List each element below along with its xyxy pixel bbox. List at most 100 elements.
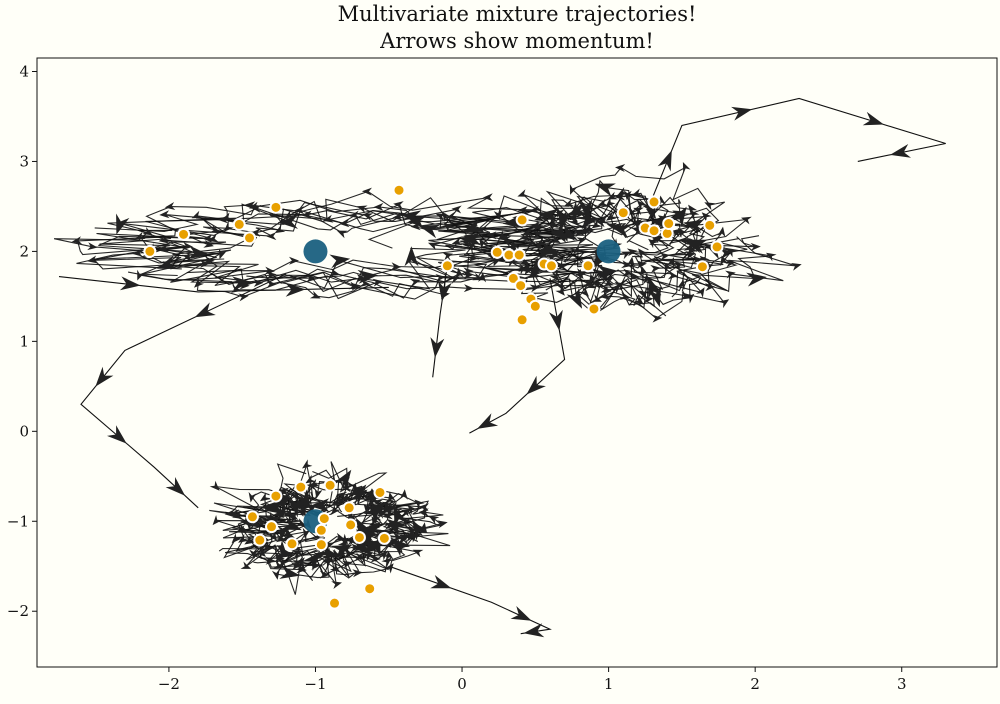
momentum-arrow xyxy=(273,560,284,569)
momentum-arrow xyxy=(681,291,692,300)
momentum-arrow xyxy=(407,505,418,515)
momentum-arrow xyxy=(493,255,502,267)
momentum-arrow xyxy=(682,162,691,173)
momentum-arrow xyxy=(277,559,288,568)
x-axis: −2 −1 0 1 2 3 xyxy=(158,667,907,693)
momentum-arrow xyxy=(202,234,213,243)
momentum-arrow xyxy=(430,575,452,589)
momentum-arrow xyxy=(295,518,307,527)
momentum-arrow xyxy=(362,213,374,221)
momentum-arrow xyxy=(646,205,656,216)
momentum-arrow xyxy=(322,214,334,223)
sample-point xyxy=(710,240,724,254)
momentum-arrow xyxy=(248,491,257,503)
momentum-arrow xyxy=(435,274,446,282)
momentum-arrow xyxy=(442,252,453,261)
momentum-arrow xyxy=(628,206,636,218)
sample-point xyxy=(587,302,601,316)
momentum-arrow xyxy=(477,413,499,429)
momentum-arrow xyxy=(623,190,632,201)
momentum-arrow xyxy=(271,569,280,580)
momentum-arrow xyxy=(526,375,546,395)
momentum-arrow xyxy=(116,213,130,235)
momentum-arrow xyxy=(461,231,482,246)
momentum-arrow xyxy=(725,270,736,279)
momentum-arrow xyxy=(718,299,730,309)
momentum-arrow xyxy=(373,513,382,524)
momentum-arrow xyxy=(284,508,295,516)
sample-point xyxy=(703,218,717,232)
momentum-arrow xyxy=(373,202,384,211)
momentum-arrow xyxy=(566,287,583,309)
sample-point xyxy=(514,279,528,293)
momentum-arrow xyxy=(361,521,382,540)
sample-point xyxy=(143,244,157,258)
momentum-arrow xyxy=(517,206,528,215)
sample-point xyxy=(512,248,526,262)
momentum-arrow xyxy=(671,229,682,238)
momentum-arrow xyxy=(717,226,726,238)
momentum-arrow xyxy=(412,549,424,558)
momentum-arrow xyxy=(750,242,761,251)
trajectory-path xyxy=(58,276,389,293)
momentum-arrow xyxy=(862,111,884,126)
trajectory-path xyxy=(151,208,510,287)
sample-point xyxy=(269,200,283,214)
momentum-arrow xyxy=(614,281,625,290)
momentum-arrow xyxy=(309,290,321,299)
momentum-arrow xyxy=(610,224,632,239)
momentum-arrow xyxy=(260,500,281,515)
momentum-arrow xyxy=(165,477,186,496)
momentum-arrow xyxy=(249,548,257,559)
momentum-arrow xyxy=(251,519,262,528)
momentum-arrow xyxy=(356,205,368,214)
momentum-arrow xyxy=(282,495,290,507)
x-tick-label: −2 xyxy=(158,675,180,693)
momentum-arrow xyxy=(648,208,657,220)
momentum-arrow xyxy=(617,187,628,196)
sample-point xyxy=(265,520,279,534)
plot-frame xyxy=(36,57,998,668)
momentum-arrow xyxy=(409,278,421,287)
momentum-arrow xyxy=(392,212,403,221)
sample-point xyxy=(695,260,709,274)
momentum-arrow xyxy=(354,552,366,561)
momentum-arrow xyxy=(688,204,698,215)
momentum-arrow xyxy=(351,492,362,500)
momentum-arrow xyxy=(209,480,220,491)
y-tick-label: −1 xyxy=(7,512,29,530)
momentum-arrow xyxy=(664,262,673,273)
momentum-arrow xyxy=(647,286,662,308)
momentum-arrow xyxy=(158,235,170,244)
momentum-arrow-layer xyxy=(71,106,911,638)
momentum-arrow xyxy=(212,515,223,526)
momentum-arrow xyxy=(633,207,644,216)
momentum-arrow xyxy=(315,551,326,561)
mixture-mode-marker xyxy=(596,239,621,264)
momentum-arrow xyxy=(395,532,403,544)
momentum-arrow xyxy=(404,246,419,267)
momentum-arrow xyxy=(300,495,311,504)
momentum-arrow xyxy=(507,241,518,251)
momentum-arrow xyxy=(296,506,304,517)
momentum-arrow xyxy=(418,508,429,517)
momentum-arrow xyxy=(520,264,529,275)
momentum-arrow xyxy=(285,282,306,297)
momentum-arrow xyxy=(182,250,191,262)
momentum-arrow xyxy=(194,302,216,318)
momentum-arrow xyxy=(636,200,647,211)
momentum-arrow xyxy=(390,262,402,271)
momentum-arrow xyxy=(137,269,145,281)
momentum-arrow xyxy=(594,183,616,197)
momentum-arrow xyxy=(638,248,648,259)
momentum-arrow xyxy=(407,216,418,225)
momentum-arrow xyxy=(388,502,400,510)
chart-title-line-2: Arrows show momentum! xyxy=(379,29,654,53)
momentum-arrow xyxy=(500,236,511,244)
momentum-arrow xyxy=(301,210,312,219)
momentum-arrow xyxy=(603,276,615,285)
momentum-arrow xyxy=(658,215,669,224)
sample-point xyxy=(243,231,257,245)
